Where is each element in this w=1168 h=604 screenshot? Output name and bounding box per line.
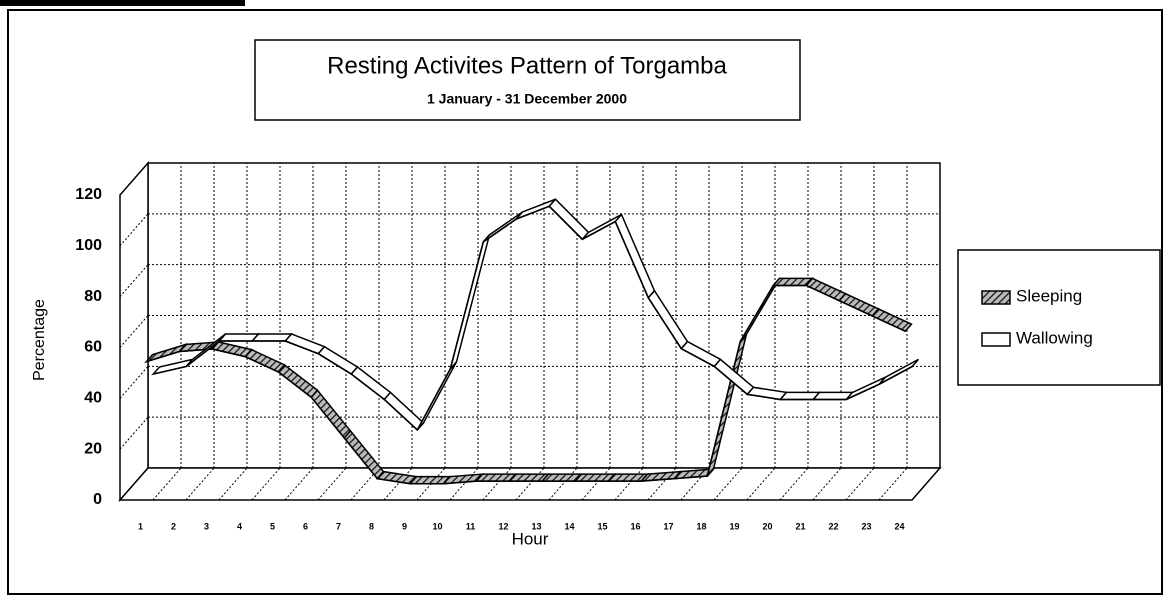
y-tick-label: 120 xyxy=(75,186,102,203)
x-tick-label: 1 xyxy=(138,521,143,531)
y-tick-label: 60 xyxy=(84,339,102,356)
x-tick-label: 15 xyxy=(597,521,607,531)
x-tick-label: 11 xyxy=(466,521,476,531)
floor-line xyxy=(317,467,347,501)
floor-line xyxy=(548,467,578,501)
grid-line-side xyxy=(119,315,149,348)
x-tick-label: 8 xyxy=(369,521,374,531)
floor-line xyxy=(746,467,776,501)
x-tick-label: 3 xyxy=(204,521,209,531)
x-tick-label: 20 xyxy=(762,521,772,531)
floor-line xyxy=(713,467,743,501)
chart-subtitle: 1 January - 31 December 2000 xyxy=(427,91,627,107)
floor-line xyxy=(482,467,512,501)
floor-line xyxy=(251,467,281,501)
floor-line xyxy=(680,467,710,501)
floor-line xyxy=(350,467,380,501)
frame xyxy=(7,9,1163,595)
x-tick-label: 9 xyxy=(402,521,407,531)
x-tick-label: 23 xyxy=(861,521,871,531)
y-tick-label: 20 xyxy=(84,440,102,457)
x-tick-label: 16 xyxy=(630,521,640,531)
floor-line xyxy=(779,467,809,501)
y-tick-label: 80 xyxy=(84,288,102,305)
floor-line xyxy=(812,467,842,501)
floor-line xyxy=(284,467,314,501)
legend-label: Wallowing xyxy=(1016,328,1093,347)
x-tick-label: 12 xyxy=(498,521,508,531)
y-tick-label: 40 xyxy=(84,390,102,407)
grid-line-side xyxy=(119,162,149,196)
floor-line xyxy=(218,467,248,501)
x-tick-label: 19 xyxy=(729,521,739,531)
floor-line xyxy=(581,467,611,501)
top-bar xyxy=(0,0,245,6)
floor-line xyxy=(152,467,182,501)
x-tick-label: 5 xyxy=(270,521,275,531)
floor-line xyxy=(845,467,875,501)
floor-line xyxy=(614,467,644,501)
series-line xyxy=(146,284,906,485)
floor-line xyxy=(449,467,479,501)
floor-line xyxy=(515,467,545,501)
x-tick-label: 13 xyxy=(531,521,541,531)
x-tick-label: 4 xyxy=(237,521,242,531)
legend-swatch xyxy=(981,332,1011,347)
x-tick-label: 14 xyxy=(564,521,574,531)
legend-swatch xyxy=(981,290,1011,305)
grid-line-side xyxy=(119,213,149,247)
floor-line xyxy=(185,467,215,501)
x-tick-label: 24 xyxy=(894,521,904,531)
y-tick-label: 0 xyxy=(93,491,102,508)
x-tick-label: 21 xyxy=(795,521,805,531)
chart-title: Resting Activites Pattern of Torgamba xyxy=(327,52,727,79)
floor-line xyxy=(878,467,908,501)
grid-line-side xyxy=(119,264,149,297)
floor-line xyxy=(647,467,677,501)
floor-line xyxy=(383,467,413,501)
x-tick-label: 17 xyxy=(663,521,673,531)
x-tick-label: 7 xyxy=(336,521,341,531)
x-tick-label: 10 xyxy=(432,521,442,531)
title-box xyxy=(254,39,801,121)
x-tick-label: 18 xyxy=(696,521,706,531)
x-tick-label: 22 xyxy=(828,521,838,531)
grid-line-side xyxy=(119,467,149,501)
x-tick-label: 2 xyxy=(171,521,176,531)
grid-line-side xyxy=(119,416,149,450)
x-tick-label: 6 xyxy=(303,521,308,531)
y-axis-title: Percentage xyxy=(31,299,48,381)
legend-box xyxy=(957,249,1161,386)
y-tick-label: 100 xyxy=(75,237,102,254)
legend-label: Sleeping xyxy=(1016,286,1082,305)
series-line xyxy=(153,205,913,432)
x-axis-title: Hour xyxy=(512,529,549,548)
grid-line-side xyxy=(119,366,149,399)
